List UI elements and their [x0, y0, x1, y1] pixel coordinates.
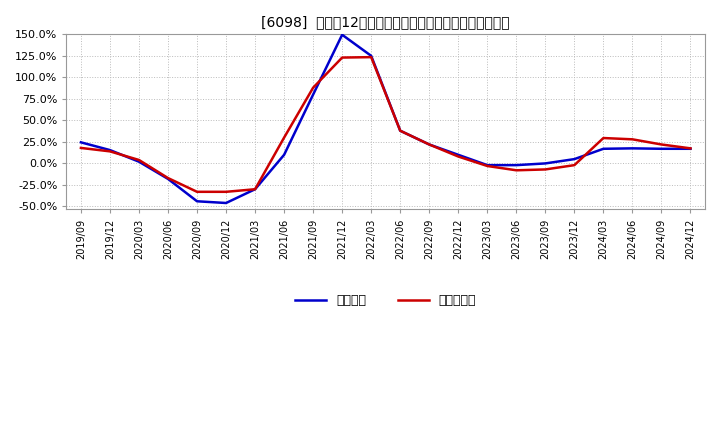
経常利益: [135, 159, 143, 164]
Line: 経常利益: 経常利益: [81, 35, 690, 203]
経常利益: [367, 53, 376, 59]
Line: 当期純利益: 当期純利益: [81, 57, 690, 192]
当期純利益: [425, 142, 433, 147]
当期純利益: [686, 146, 695, 151]
当期純利益: [628, 137, 636, 142]
経常利益: [686, 146, 695, 151]
経常利益: [280, 152, 289, 158]
経常利益: [454, 152, 462, 158]
当期純利益: [338, 55, 346, 60]
経常利益: [309, 92, 318, 97]
経常利益: [396, 128, 405, 133]
経常利益: [338, 32, 346, 37]
経常利益: [251, 187, 259, 192]
経常利益: [76, 139, 85, 145]
当期純利益: [396, 128, 405, 133]
Title: [6098]  利益だ12か月移動合計の対前年同期増減率の推移: [6098] 利益だ12か月移動合計の対前年同期増減率の推移: [261, 15, 510, 29]
経常利益: [163, 176, 172, 182]
経常利益: [222, 200, 230, 205]
当期純利益: [454, 154, 462, 159]
当期純利益: [222, 189, 230, 194]
当期純利益: [135, 158, 143, 163]
当期純利益: [599, 136, 608, 141]
経常利益: [106, 147, 114, 153]
経常利益: [628, 146, 636, 151]
Legend: 経常利益, 当期純利益: 経常利益, 当期純利益: [290, 289, 482, 312]
当期純利益: [280, 135, 289, 140]
当期純利益: [76, 145, 85, 150]
当期純利益: [309, 85, 318, 90]
当期純利益: [512, 168, 521, 173]
経常利益: [599, 146, 608, 151]
経常利益: [570, 157, 579, 162]
当期純利益: [251, 187, 259, 192]
当期純利益: [483, 163, 492, 169]
経常利益: [483, 162, 492, 168]
経常利益: [425, 142, 433, 147]
当期純利益: [367, 55, 376, 60]
当期純利益: [541, 167, 549, 172]
経常利益: [512, 162, 521, 168]
経常利益: [657, 146, 666, 151]
当期純利益: [570, 162, 579, 168]
経常利益: [193, 198, 202, 204]
当期純利益: [163, 176, 172, 181]
経常利益: [541, 161, 549, 166]
当期純利益: [106, 149, 114, 154]
当期純利益: [657, 142, 666, 147]
当期純利益: [193, 189, 202, 194]
